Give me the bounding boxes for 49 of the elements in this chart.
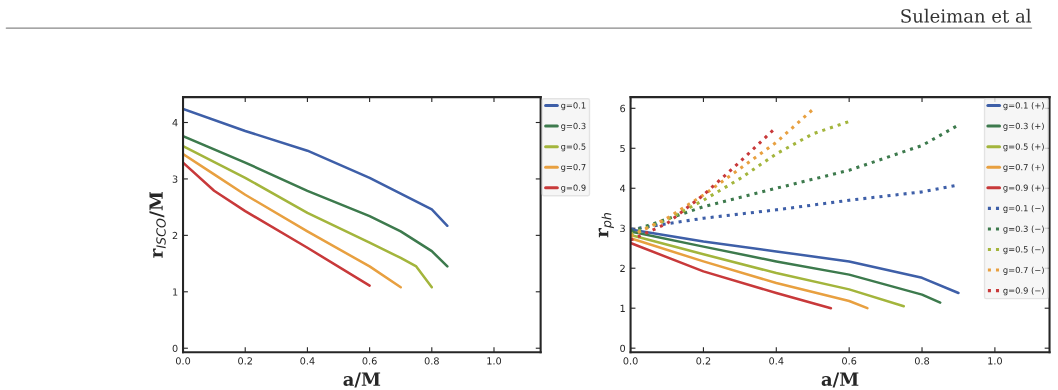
x-tick-label: 0.4 bbox=[769, 357, 784, 365]
x-tick-label: 0.2 bbox=[238, 357, 252, 365]
legend-label: g=0.3 bbox=[561, 122, 586, 131]
y-tick-label: 0 bbox=[172, 344, 178, 353]
x-tick-label: 0.6 bbox=[842, 357, 857, 365]
y-tick-label: 6 bbox=[620, 104, 626, 113]
legend-label: g=0.9 bbox=[561, 184, 586, 193]
line-series bbox=[183, 144, 434, 289]
line-series bbox=[183, 107, 449, 228]
y-tick-label: 2 bbox=[172, 231, 178, 240]
y-tick-label: 1 bbox=[173, 288, 178, 296]
x-tick-label: 0.8 bbox=[914, 357, 930, 365]
line-series bbox=[183, 134, 449, 268]
y-tick-label: 0 bbox=[620, 344, 626, 352]
legend-label: g=0.7 bbox=[561, 163, 586, 172]
x-tick-label: 0.6 bbox=[362, 357, 377, 365]
line-series bbox=[183, 152, 402, 289]
x-tick-label: 0.4 bbox=[300, 357, 315, 365]
legend-label: g=0.3 (+) bbox=[1003, 122, 1044, 131]
x-axis-title: a/M bbox=[821, 372, 859, 388]
y-tick-label: 1 bbox=[620, 304, 625, 312]
legend-label: g=0.1 bbox=[561, 102, 586, 111]
line-series bbox=[183, 161, 371, 287]
y-tick-label: 3 bbox=[172, 175, 178, 183]
legend-label: g=0.5 bbox=[561, 143, 586, 152]
legend-label: g=0.5 (−) bbox=[1003, 246, 1044, 255]
text: Suleiman et al bbox=[901, 8, 1032, 23]
x-tick-label: 0.0 bbox=[623, 357, 638, 365]
legend-label: g=0.5 (+) bbox=[1003, 143, 1044, 152]
legend-label: g=0.1 (−) bbox=[1003, 204, 1044, 213]
x-tick-label: 0.0 bbox=[175, 357, 191, 365]
x-tick-label: 0.8 bbox=[424, 357, 439, 365]
legend-label: g=0.3 (−) bbox=[1003, 225, 1044, 234]
y-tick-label: 4 bbox=[172, 119, 178, 127]
y-tick-label: 2 bbox=[620, 264, 625, 272]
x-tick-label: 1.0 bbox=[487, 357, 502, 365]
y-tick-label: 5 bbox=[620, 144, 625, 153]
y-tick-label: 4 bbox=[620, 184, 626, 192]
legend-label: g=0.9 (+) bbox=[1003, 184, 1044, 193]
legend-label: g=0.1 (+) bbox=[1003, 102, 1044, 111]
y-tick-label: 3 bbox=[620, 224, 625, 233]
legend-label: g=0.7 (+) bbox=[1003, 163, 1044, 172]
x-tick-label: 1.0 bbox=[988, 357, 1002, 365]
legend-label: g=0.7 (−) bbox=[1003, 266, 1044, 275]
legend-label: g=0.9 (−) bbox=[1003, 287, 1044, 296]
y-axis-title: r$_{ph}$ bbox=[598, 212, 614, 238]
y-axis-title: r$_{ISCO}$/M bbox=[149, 191, 166, 258]
x-axis-title: a/M bbox=[343, 372, 381, 388]
x-tick-label: 0.2 bbox=[696, 357, 711, 365]
